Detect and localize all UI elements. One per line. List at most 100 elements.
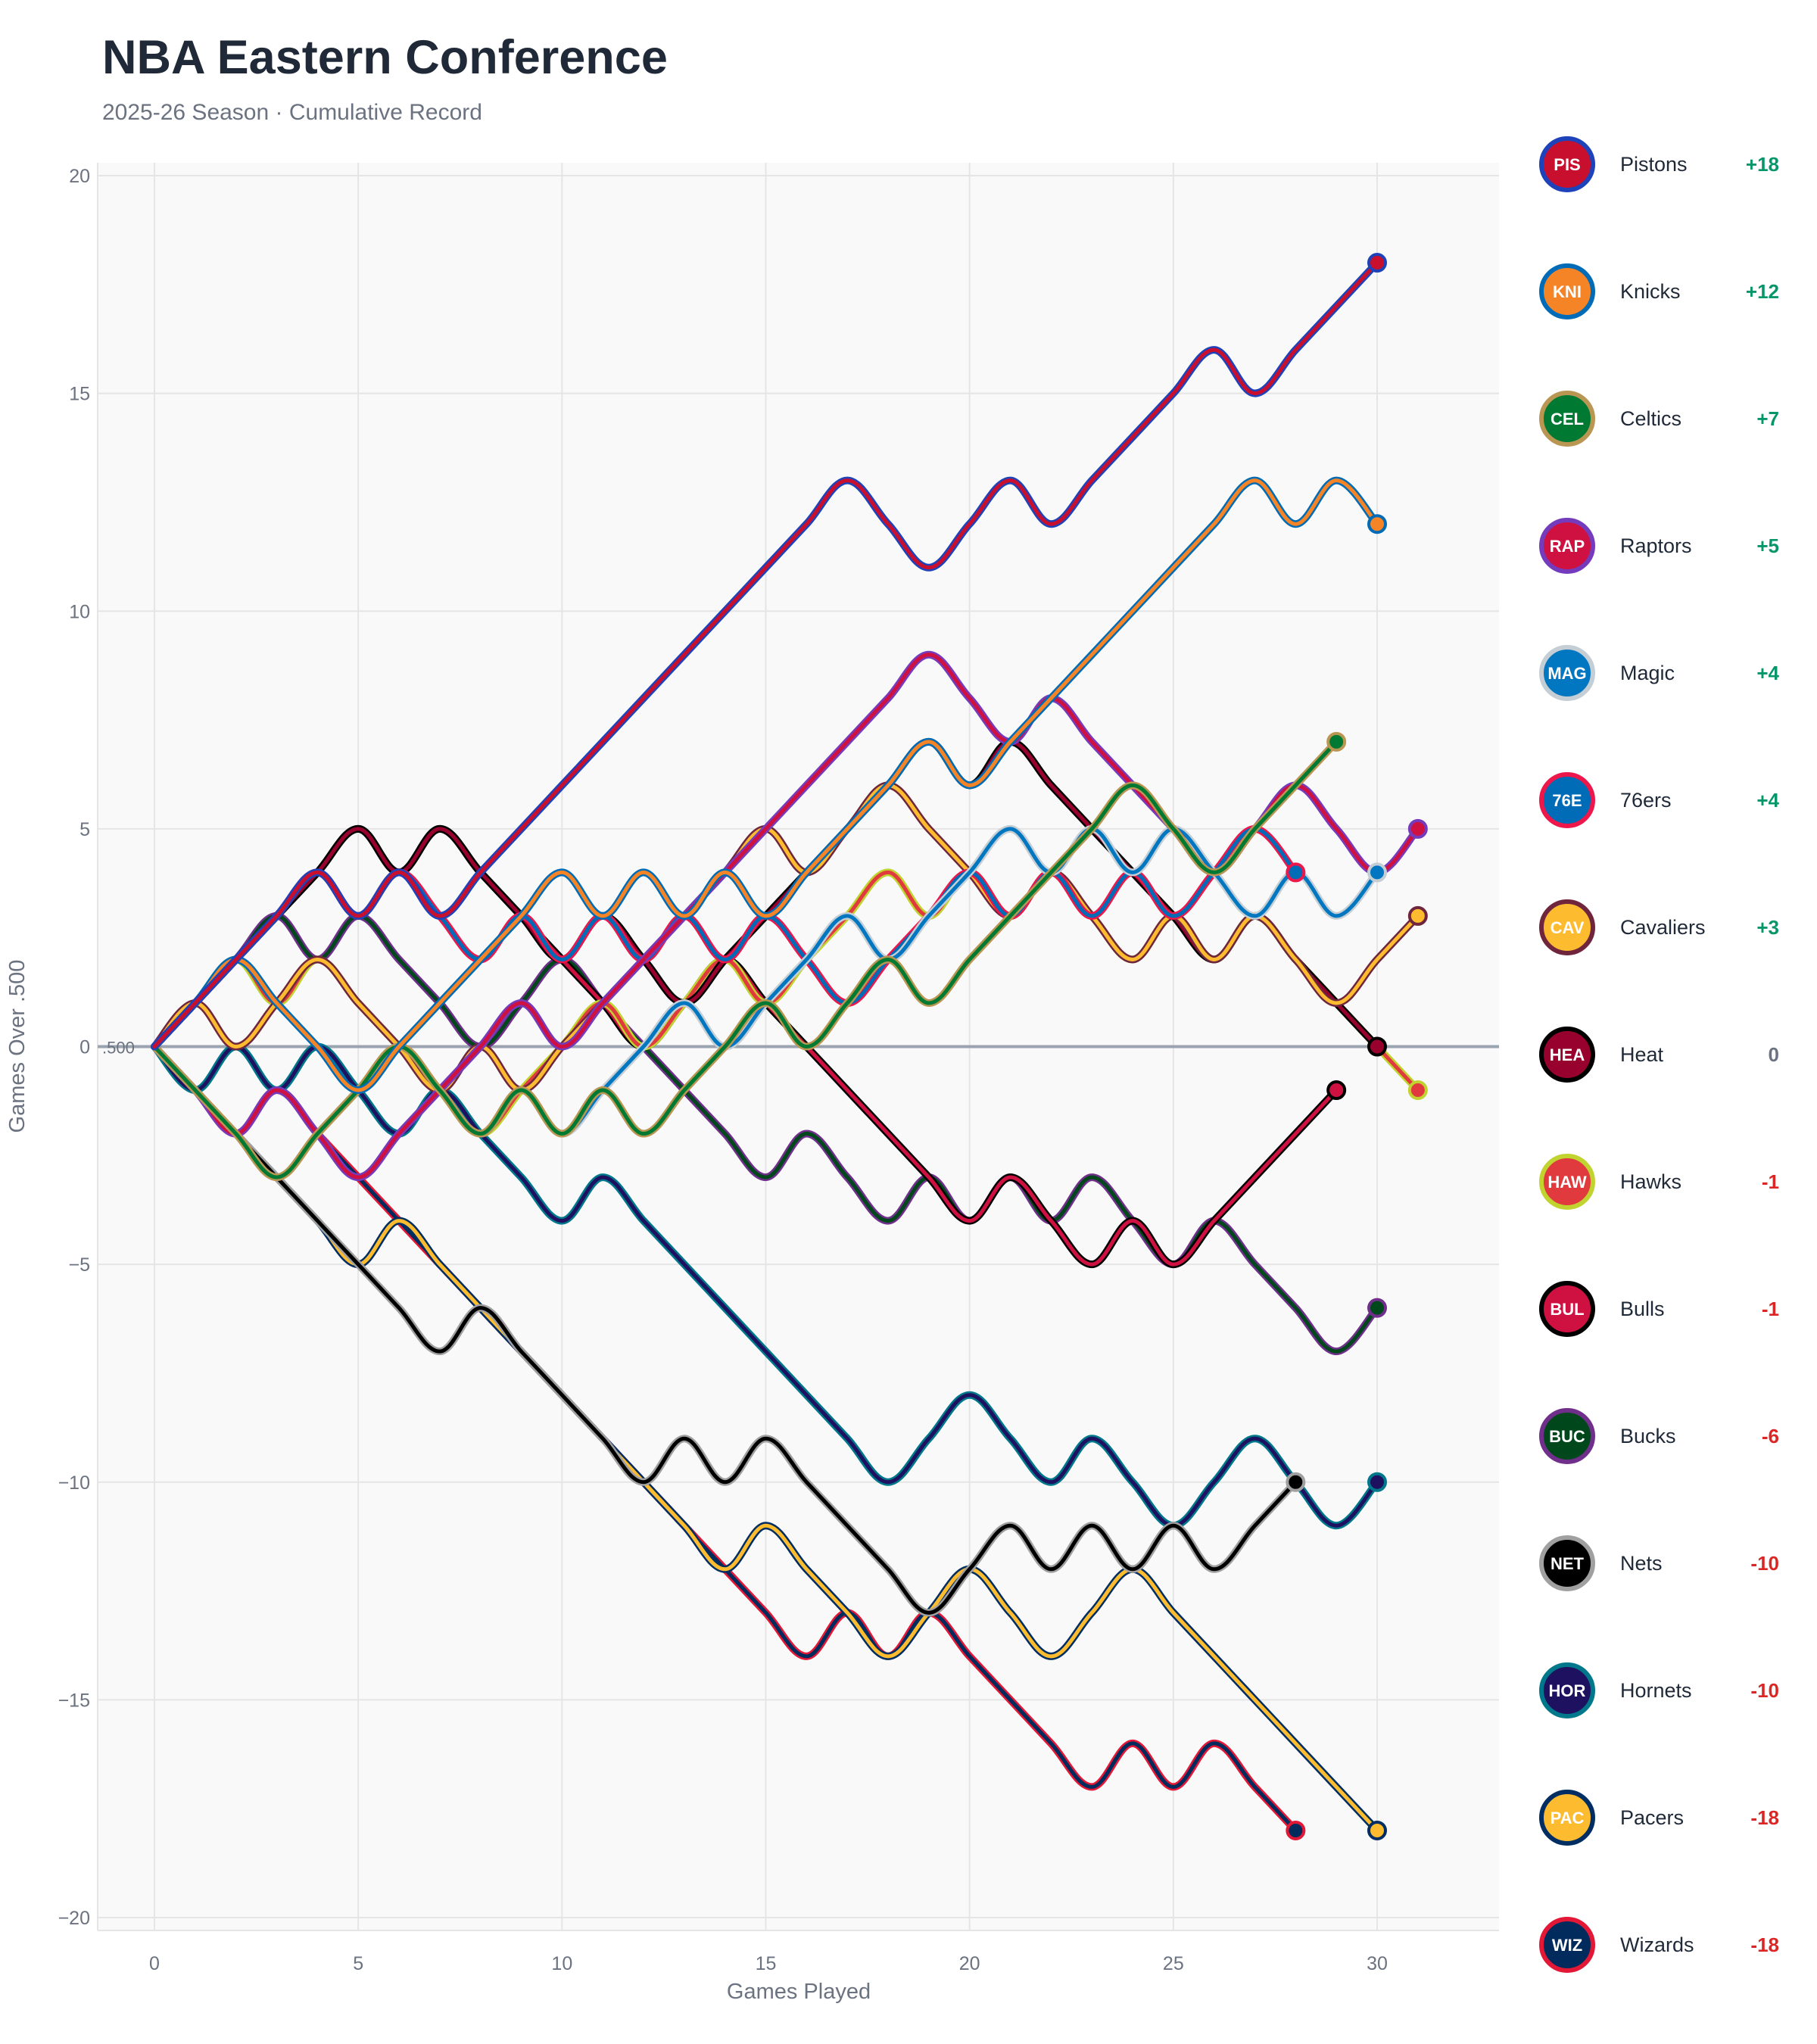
legend-team-name: Knicks bbox=[1620, 279, 1681, 303]
series-line-knicks bbox=[152, 478, 1379, 1092]
legend-item-pacers[interactable]: PAC Pacers -18 bbox=[1537, 1784, 1779, 1852]
svg-text:HAW: HAW bbox=[1547, 1173, 1587, 1192]
legend-team-record: +4 bbox=[1756, 661, 1779, 684]
pistons-logo-icon: PIS bbox=[1537, 134, 1597, 195]
y-tick-label: −5 bbox=[68, 1254, 90, 1276]
legend-team-record: -1 bbox=[1761, 1170, 1779, 1193]
x-axis-ticks: 0 5 10 15 20 25 30 bbox=[149, 1953, 1388, 1974]
legend-item-raptors[interactable]: RAP Raptors +5 bbox=[1537, 512, 1779, 580]
celtics-logo-icon: CEL bbox=[1537, 388, 1597, 449]
legend-item-76ers[interactable]: 76E 76ers +4 bbox=[1537, 766, 1779, 834]
y-tick-label: −10 bbox=[58, 1472, 90, 1494]
legend-item-hornets[interactable]: HOR Hornets -10 bbox=[1537, 1656, 1779, 1725]
series-wizards bbox=[151, 1042, 1300, 1834]
team-legend: PIS Pistons +18 KNI Knicks +12 CEL Celtics +7 RAP… bbox=[1537, 0, 1817, 2044]
x-tick-label: 0 bbox=[149, 1953, 160, 1974]
legend-team-name: Wizards bbox=[1620, 1933, 1694, 1956]
end-marker-nets bbox=[1286, 1472, 1306, 1492]
legend-item-nets[interactable]: NET Nets -10 bbox=[1537, 1529, 1779, 1597]
legend-team-name: Bucks bbox=[1620, 1424, 1676, 1447]
end-markers bbox=[1286, 253, 1428, 1840]
legend-team-record: -10 bbox=[1750, 1678, 1779, 1702]
svg-text:HEA: HEA bbox=[1550, 1045, 1585, 1064]
legend-team-name: Heat bbox=[1620, 1042, 1664, 1066]
magic-logo-icon: MAG bbox=[1537, 643, 1597, 703]
cavaliers-logo-icon: CAV bbox=[1537, 897, 1597, 958]
series-knicks bbox=[151, 476, 1381, 1095]
legend-item-hawks[interactable]: HAW Hawks -1 bbox=[1537, 1148, 1779, 1216]
legend-team-record: -18 bbox=[1750, 1806, 1779, 1829]
svg-text:RAP: RAP bbox=[1550, 537, 1585, 556]
series-line-nets bbox=[152, 1045, 1298, 1615]
svg-text:PIS: PIS bbox=[1554, 155, 1580, 174]
end-marker-celtics bbox=[1326, 731, 1347, 752]
x-tick-label: 5 bbox=[353, 1953, 363, 1974]
legend-team-record: -10 bbox=[1750, 1551, 1779, 1575]
x-axis-label: Games Played bbox=[727, 1980, 871, 2004]
x-tick-label: 30 bbox=[1367, 1953, 1388, 1974]
legend-team-record: -18 bbox=[1750, 1933, 1779, 1956]
legend-team-name: Pistons bbox=[1620, 152, 1688, 176]
x-tick-label: 15 bbox=[756, 1953, 777, 1974]
end-marker-76ers bbox=[1286, 862, 1306, 883]
hawks-logo-icon: HAW bbox=[1537, 1151, 1597, 1212]
legend-item-bucks[interactable]: BUC Bucks -6 bbox=[1537, 1402, 1779, 1470]
series-nets bbox=[151, 1042, 1300, 1617]
y-tick-label: −20 bbox=[58, 1908, 90, 1929]
y-tick-label: 20 bbox=[69, 166, 90, 187]
hornets-logo-icon: HOR bbox=[1537, 1660, 1597, 1721]
legend-team-name: Magic bbox=[1620, 661, 1675, 684]
raptors-logo-icon: RAP bbox=[1537, 516, 1597, 576]
x-tick-label: 20 bbox=[959, 1953, 980, 1974]
legend-team-name: Nets bbox=[1620, 1551, 1663, 1575]
end-marker-heat bbox=[1367, 1036, 1387, 1057]
legend-item-celtics[interactable]: CEL Celtics +7 bbox=[1537, 385, 1779, 453]
series-line-cavaliers bbox=[152, 783, 1420, 1092]
legend-team-name: Celtics bbox=[1620, 407, 1682, 430]
legend-item-wizards[interactable]: WIZ Wizards -18 bbox=[1537, 1911, 1779, 1979]
end-marker-bulls bbox=[1326, 1080, 1347, 1101]
y-tick-label: −15 bbox=[58, 1690, 90, 1711]
heat-logo-icon: HEA bbox=[1537, 1024, 1597, 1085]
knicks-logo-icon: KNI bbox=[1537, 261, 1597, 322]
svg-text:PAC: PAC bbox=[1551, 1809, 1585, 1827]
series-line-pistons bbox=[152, 260, 1379, 1048]
legend-team-record: +3 bbox=[1756, 915, 1779, 939]
legend-team-record: +12 bbox=[1745, 279, 1779, 303]
legend-item-cavaliers[interactable]: CAV Cavaliers +3 bbox=[1537, 893, 1779, 961]
reference-line-label: .500 bbox=[102, 1039, 135, 1058]
chart-title: NBA Eastern Conference bbox=[102, 31, 668, 84]
end-marker-pistons bbox=[1367, 253, 1387, 273]
legend-team-record: 0 bbox=[1768, 1042, 1779, 1066]
svg-text:76E: 76E bbox=[1552, 791, 1582, 810]
svg-text:WIZ: WIZ bbox=[1552, 1936, 1582, 1955]
legend-item-magic[interactable]: MAG Magic +4 bbox=[1537, 639, 1779, 707]
legend-team-record: +5 bbox=[1756, 534, 1779, 557]
end-marker-knicks bbox=[1367, 514, 1387, 534]
legend-team-name: Hawks bbox=[1620, 1170, 1682, 1193]
y-axis-label: Games Over .500 bbox=[5, 960, 30, 1133]
svg-text:HOR: HOR bbox=[1549, 1681, 1586, 1700]
x-tick-label: 25 bbox=[1163, 1953, 1184, 1974]
svg-text:MAG: MAG bbox=[1547, 664, 1586, 683]
x-tick-label: 10 bbox=[551, 1953, 572, 1974]
end-marker-hawks bbox=[1407, 1080, 1428, 1101]
svg-text:CAV: CAV bbox=[1551, 918, 1585, 937]
end-marker-cavaliers bbox=[1407, 905, 1428, 926]
legend-team-record: -6 bbox=[1761, 1424, 1779, 1447]
wizards-logo-icon: WIZ bbox=[1537, 1915, 1597, 1975]
series-line-wizards bbox=[152, 1045, 1298, 1833]
y-tick-label: 10 bbox=[69, 601, 90, 622]
legend-item-bulls[interactable]: BUL Bulls -1 bbox=[1537, 1275, 1779, 1343]
end-marker-magic bbox=[1367, 862, 1387, 883]
76ers-logo-icon: 76E bbox=[1537, 770, 1597, 830]
legend-item-knicks[interactable]: KNI Knicks +12 bbox=[1537, 257, 1779, 326]
legend-team-record: +7 bbox=[1756, 407, 1779, 430]
legend-item-pistons[interactable]: PIS Pistons +18 bbox=[1537, 130, 1779, 198]
svg-text:CEL: CEL bbox=[1551, 410, 1584, 428]
svg-text:KNI: KNI bbox=[1553, 282, 1582, 301]
chart-subtitle: 2025-26 Season · Cumulative Record bbox=[102, 100, 482, 125]
legend-item-heat[interactable]: HEA Heat 0 bbox=[1537, 1020, 1779, 1089]
end-marker-bucks bbox=[1367, 1298, 1387, 1318]
